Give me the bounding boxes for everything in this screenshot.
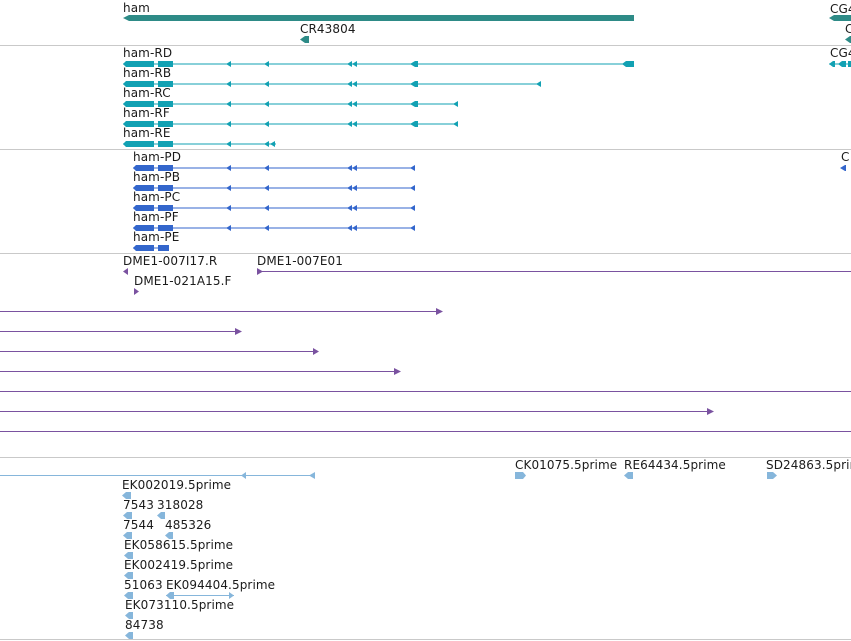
est-label-ek073110: EK073110.5prime (125, 598, 235, 612)
protein-label-ham-pf: ham-PF (133, 210, 179, 224)
transcript-label-cg4: CG4 (830, 46, 851, 60)
est-ek002419[interactable] (124, 572, 133, 579)
est-label-ek058615: EK058615.5prime (124, 538, 234, 552)
transcript-label-ham-rc: ham-RC (123, 86, 171, 100)
track-divider (0, 253, 851, 254)
est-ek073110[interactable] (125, 612, 133, 619)
track-divider (0, 149, 851, 150)
protein-ham-pd[interactable] (133, 165, 415, 171)
clone-label-dme1-007e01: DME1-007E01 (257, 254, 343, 268)
clone-label-dme1-021a15-f: DME1-021A15.F (134, 274, 232, 288)
est-re64434[interactable] (624, 472, 633, 479)
transcript-label-ham-rb: ham-RB (123, 66, 172, 80)
est-label-re64434: RE64434.5prime (624, 458, 726, 472)
gene-glyphs (123, 15, 851, 43)
est-sd24863[interactable] (767, 472, 777, 479)
est-ek058615[interactable] (124, 552, 133, 559)
protein-ham-pb[interactable] (133, 185, 415, 191)
est-glyphs (0, 472, 777, 639)
protein-ham-pc[interactable] (133, 205, 415, 211)
clone-alignment[interactable] (0, 348, 319, 355)
est-7544[interactable] (123, 532, 132, 539)
transcript-ham-rd[interactable] (123, 61, 634, 67)
est-ek002019[interactable] (122, 492, 131, 499)
track-divider (0, 639, 851, 640)
transcript-ham-rb[interactable] (123, 81, 541, 87)
gene-label-cr43804: CR43804 (300, 22, 356, 36)
transcript-cg4[interactable] (829, 61, 851, 67)
transcript-label-ham-rf: ham-RF (123, 106, 170, 120)
est-label-51063: 51063 (124, 578, 163, 592)
est-alignment[interactable] (0, 472, 315, 479)
transcript-ham-rf[interactable] (123, 121, 458, 127)
track-divider (0, 45, 851, 46)
clone-alignment[interactable] (0, 308, 443, 315)
est-label-ek002419: EK002419.5prime (124, 558, 234, 572)
protein-label-c: C (841, 150, 850, 164)
protein-label-ham-pe: ham-PE (133, 230, 180, 244)
est-485326[interactable] (165, 532, 173, 539)
gene-cr43804[interactable] (300, 36, 309, 43)
est-51063[interactable] (124, 592, 133, 599)
est-318028[interactable] (157, 512, 165, 519)
protein-label-ham-pd: ham-PD (133, 150, 182, 164)
est-label-485326: 485326 (165, 518, 212, 532)
clone-label-dme1-007i17-r: DME1-007I17.R (123, 254, 218, 268)
est-label-ek002019: EK002019.5prime (122, 478, 232, 492)
est-label-318028: 318028 (157, 498, 204, 512)
est-label-84738: 84738 (125, 618, 164, 632)
transcript-label-ham-rd: ham-RD (123, 46, 173, 60)
est-ck01075[interactable] (515, 472, 526, 479)
clone-dme1-007i17-r[interactable] (123, 268, 128, 275)
clone-dme1-007e01[interactable] (257, 268, 851, 275)
gene-c[interactable] (845, 36, 851, 43)
transcript-label-ham-re: ham-RE (123, 126, 171, 140)
gene-label-cg4: CG4 (830, 2, 851, 16)
clone-alignment[interactable] (0, 368, 401, 375)
transcript-ham-re[interactable] (123, 141, 276, 147)
clone-dme1-021a15-f[interactable] (134, 288, 139, 295)
est-label-sd24863: SD24863.5prime (766, 458, 851, 472)
est-84738[interactable] (125, 632, 133, 639)
protein-ham-pe[interactable] (133, 245, 169, 251)
est-ek094404[interactable] (166, 592, 234, 599)
est-label-ek094404: EK094404.5prime (166, 578, 276, 592)
est-label-7544: 7544 (123, 518, 154, 532)
gene-cg4[interactable] (829, 15, 851, 21)
est-label-ck01075: CK01075.5prime (515, 458, 618, 472)
clone-alignment[interactable] (0, 408, 714, 415)
clone-glyphs (0, 268, 851, 432)
protein-ham-pf[interactable] (133, 225, 415, 231)
transcript-ham-rc[interactable] (123, 101, 458, 107)
track-divider (0, 457, 851, 458)
est-7543[interactable] (123, 512, 132, 519)
protein-c[interactable] (840, 165, 846, 171)
gene-ham[interactable] (123, 15, 634, 21)
clone-alignment[interactable] (0, 328, 242, 335)
protein-label-ham-pb: ham-PB (133, 170, 181, 184)
gene-label-ham: ham (123, 1, 150, 15)
gene-label-c: C (845, 22, 851, 36)
est-label-7543: 7543 (123, 498, 154, 512)
transcript-glyphs (123, 61, 851, 147)
protein-label-ham-pc: ham-PC (133, 190, 181, 204)
protein-glyphs (133, 165, 846, 251)
